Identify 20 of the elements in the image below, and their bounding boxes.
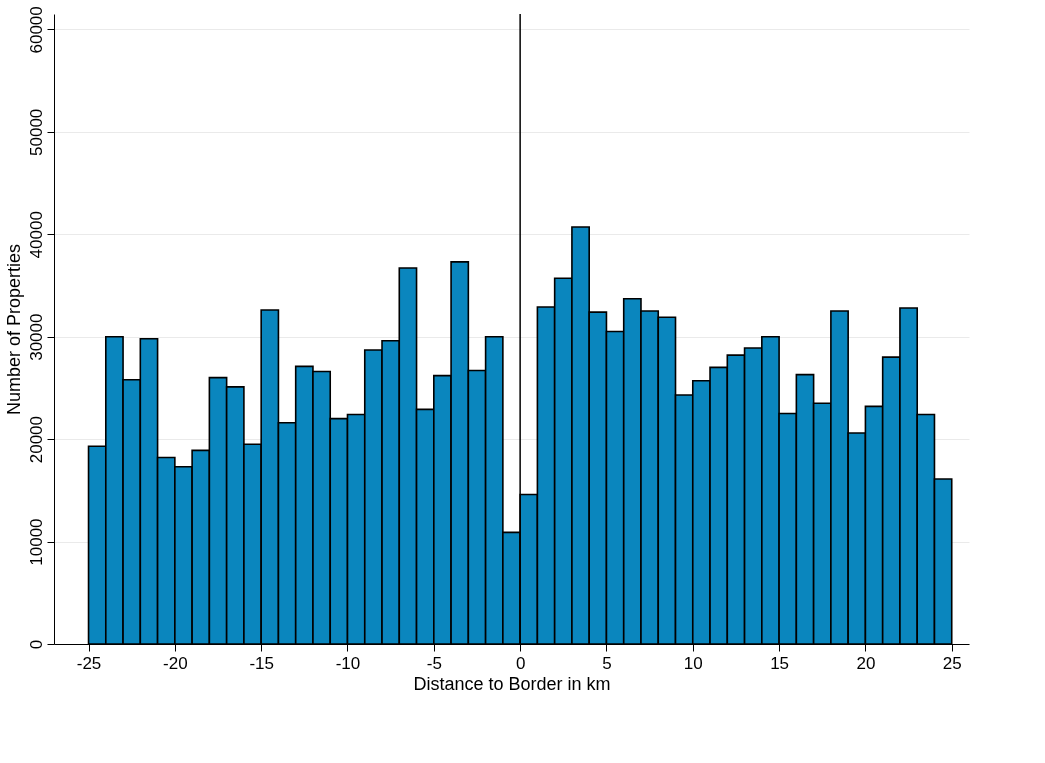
x-axis-title: Distance to Border in km <box>413 673 611 694</box>
x-tick-label: 0 <box>515 653 526 673</box>
y-tick-label: 10000 <box>26 518 46 566</box>
x-tick-label: 25 <box>942 653 962 673</box>
y-tick-label: 50000 <box>26 108 46 156</box>
x-tick-label: 15 <box>770 653 790 673</box>
y-axis-title: Number of Properties <box>3 243 24 416</box>
x-tick-label: -10 <box>335 653 361 673</box>
x-tick-label: -15 <box>249 653 274 673</box>
x-tick-label: 20 <box>856 653 876 673</box>
x-tick-label: 5 <box>602 653 612 673</box>
x-tick-label: -20 <box>163 653 188 673</box>
y-tick-label: 0 <box>26 639 46 650</box>
x-tick-label: -25 <box>76 653 102 673</box>
y-tick-label: 30000 <box>26 313 46 361</box>
y-tick-label: 60000 <box>26 6 46 54</box>
y-tick-label: 40000 <box>26 211 46 259</box>
y-tick-label: 20000 <box>26 415 46 464</box>
x-tick-label: -5 <box>426 653 442 673</box>
x-tick-label: 10 <box>683 653 703 673</box>
